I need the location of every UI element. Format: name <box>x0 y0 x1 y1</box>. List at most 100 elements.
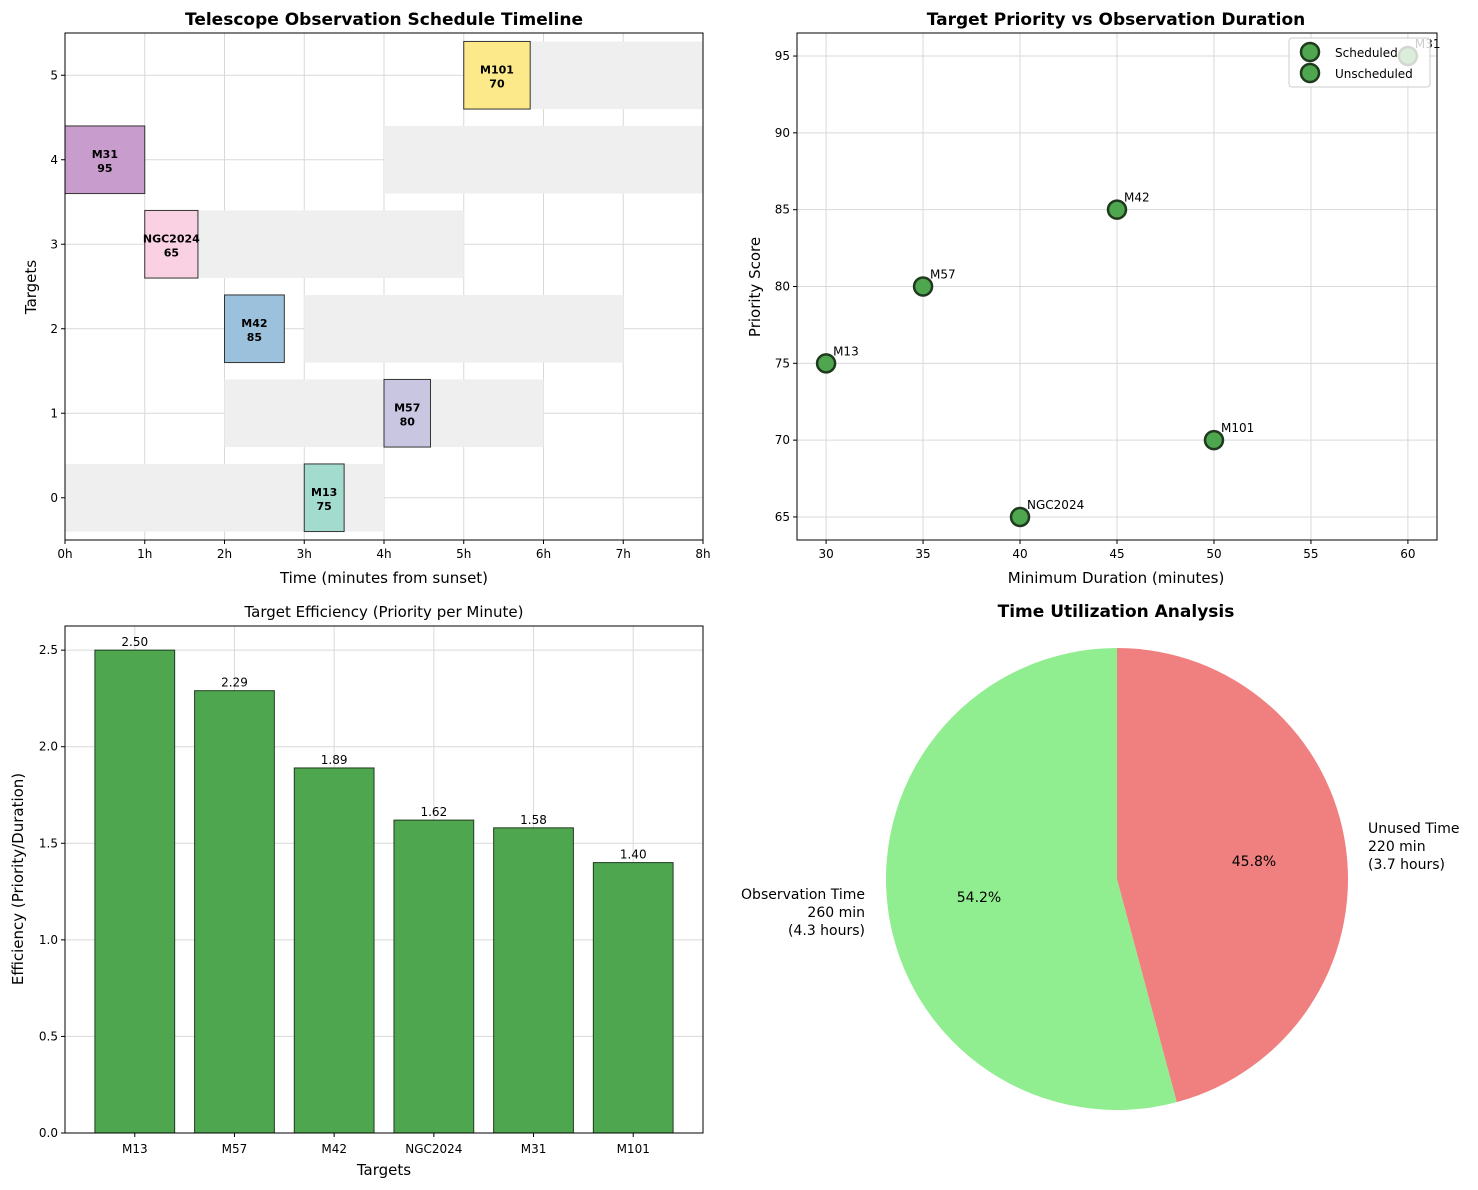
observation-priority: 80 <box>400 415 416 428</box>
scatter-legend: Scheduled Unscheduled <box>1288 37 1431 88</box>
bar-ytick-label: 0.5 <box>39 1029 58 1043</box>
efficiency-value-label: 1.89 <box>321 753 348 767</box>
scatter-point-label: M42 <box>1124 191 1150 205</box>
scatter-xtick-label: 45 <box>1109 547 1124 561</box>
pie-pct-unused: 45.8% <box>1232 854 1276 870</box>
bar-title: Target Efficiency (Priority per Minute) <box>244 603 524 621</box>
bar-xlabel: Targets <box>356 1161 411 1179</box>
scatter-point-label: M57 <box>930 268 956 282</box>
scatter-ytick-label: 85 <box>775 203 790 217</box>
scatter-xtick-label: 55 <box>1303 547 1318 561</box>
observation-priority: 70 <box>489 77 505 90</box>
pie-slice-observation <box>886 648 1177 1110</box>
timeline-xtick-label: 8h <box>695 547 710 561</box>
scatter-panel: Target Priority vs Observation Duration … <box>746 10 1441 587</box>
bar-xtick-label: NGC2024 <box>405 1142 462 1156</box>
observation-target-name: M31 <box>92 148 118 161</box>
scatter-point <box>1106 199 1128 220</box>
timeline-xtick-label: 7h <box>616 547 631 561</box>
bar-ytick-label: 2.0 <box>39 740 58 754</box>
scatter-ylabel: Priority Score <box>746 237 764 337</box>
scatter-point <box>1009 506 1031 528</box>
timeline-title: Telescope Observation Schedule Timeline <box>185 10 583 30</box>
scatter-point-label: M13 <box>833 344 859 358</box>
legend-marker-scheduled <box>1299 41 1321 63</box>
bar-xtick-label: M101 <box>617 1142 650 1156</box>
pie-pct-observation: 54.2% <box>957 890 1001 906</box>
bar-xtick-label: M13 <box>122 1142 148 1156</box>
timeline-ytick-label: 2 <box>50 322 58 336</box>
scatter-ytick-label: 80 <box>775 280 790 294</box>
bar-ytick-label: 2.5 <box>39 643 58 657</box>
timeline-ytick-label: 3 <box>50 237 58 251</box>
bar-panel: Target Efficiency (Priority per Minute) … <box>9 603 704 1179</box>
scatter-ytick-label: 75 <box>775 356 790 370</box>
scatter-xtick-label: 40 <box>1012 547 1027 561</box>
legend-label-scheduled: Scheduled <box>1335 46 1398 60</box>
scatter-ytick-label: 65 <box>775 510 790 524</box>
bar-ytick-label: 1.0 <box>39 933 58 947</box>
timeline-xtick-label: 1h <box>137 547 152 561</box>
observation-block <box>463 40 531 110</box>
scatter-point <box>815 353 837 374</box>
legend-label-unscheduled: Unscheduled <box>1335 67 1413 81</box>
timeline-xtick-label: 5h <box>456 547 471 561</box>
observation-priority: 95 <box>97 162 112 175</box>
pie-label-unused-name: Unused Time <box>1368 821 1460 837</box>
pie-panel: Time Utilization Analysis Observation Ti… <box>741 602 1460 1110</box>
timeline-ylabel: Targets <box>22 260 40 315</box>
efficiency-bar <box>293 767 375 1134</box>
efficiency-bar <box>493 827 574 1134</box>
observation-priority: 65 <box>164 246 179 259</box>
scatter-xtick-label: 30 <box>818 547 833 561</box>
pie-label-unused-hours: (3.7 hours) <box>1368 857 1445 873</box>
bar-xtick-label: M57 <box>222 1142 248 1156</box>
scatter-xtick-label: 60 <box>1400 547 1415 561</box>
efficiency-value-label: 1.58 <box>520 813 547 827</box>
efficiency-bar <box>393 819 475 1134</box>
efficiency-value-label: 1.40 <box>620 848 647 862</box>
observation-target-name: M101 <box>480 63 514 76</box>
scatter-title: Target Priority vs Observation Duration <box>927 10 1305 30</box>
timeline-xtick-label: 4h <box>376 547 391 561</box>
bar-ylabel: Efficiency (Priority/Duration) <box>9 773 27 985</box>
scatter-ytick-label: 90 <box>775 126 790 140</box>
visibility-window <box>384 125 703 194</box>
timeline-panel: Telescope Observation Schedule Timeline … <box>22 10 711 587</box>
bar-ytick-label: 1.5 <box>39 836 58 850</box>
efficiency-value-label: 1.62 <box>420 805 447 819</box>
timeline-ytick-label: 4 <box>50 153 58 167</box>
bar-plot-frame <box>64 625 704 1134</box>
efficiency-bar <box>94 649 176 1134</box>
efficiency-bar <box>592 862 674 1134</box>
timeline-xtick-label: 0h <box>57 547 72 561</box>
efficiency-bar <box>194 690 275 1134</box>
observation-block <box>64 125 146 195</box>
pie-label-observation: Observation Time 260 min (4.3 hours) <box>741 887 865 939</box>
pie-label-observation-hours: (4.3 hours) <box>788 923 865 939</box>
scatter-point-label: M101 <box>1221 421 1254 435</box>
scatter-point-label: NGC2024 <box>1027 498 1084 512</box>
pie-label-observation-minutes: 260 min <box>807 905 865 921</box>
timeline-ytick-label: 1 <box>50 406 58 420</box>
pie-label-unused: Unused Time 220 min (3.7 hours) <box>1368 821 1460 873</box>
efficiency-value-label: 2.29 <box>221 676 248 690</box>
timeline-ytick-label: 0 <box>50 491 58 505</box>
scatter-ytick-label: 95 <box>775 49 790 63</box>
scatter-xtick-label: 35 <box>915 547 930 561</box>
efficiency-value-label: 2.50 <box>121 635 148 649</box>
observation-priority: 85 <box>247 331 262 344</box>
scatter-xlabel: Minimum Duration (minutes) <box>1008 569 1225 587</box>
bar-xtick-label: M42 <box>321 1142 347 1156</box>
timeline-xtick-label: 2h <box>217 547 232 561</box>
scatter-xtick-label: 50 <box>1206 547 1221 561</box>
timeline-xtick-label: 6h <box>536 547 551 561</box>
observation-target-name: NGC2024 <box>143 232 200 245</box>
scatter-point <box>912 276 934 297</box>
observation-target-name: M57 <box>394 401 420 414</box>
observation-block <box>383 378 431 448</box>
pie-label-observation-name: Observation Time <box>741 887 865 903</box>
legend-marker-unscheduled <box>1299 62 1321 84</box>
scatter-ytick-label: 70 <box>775 433 790 447</box>
